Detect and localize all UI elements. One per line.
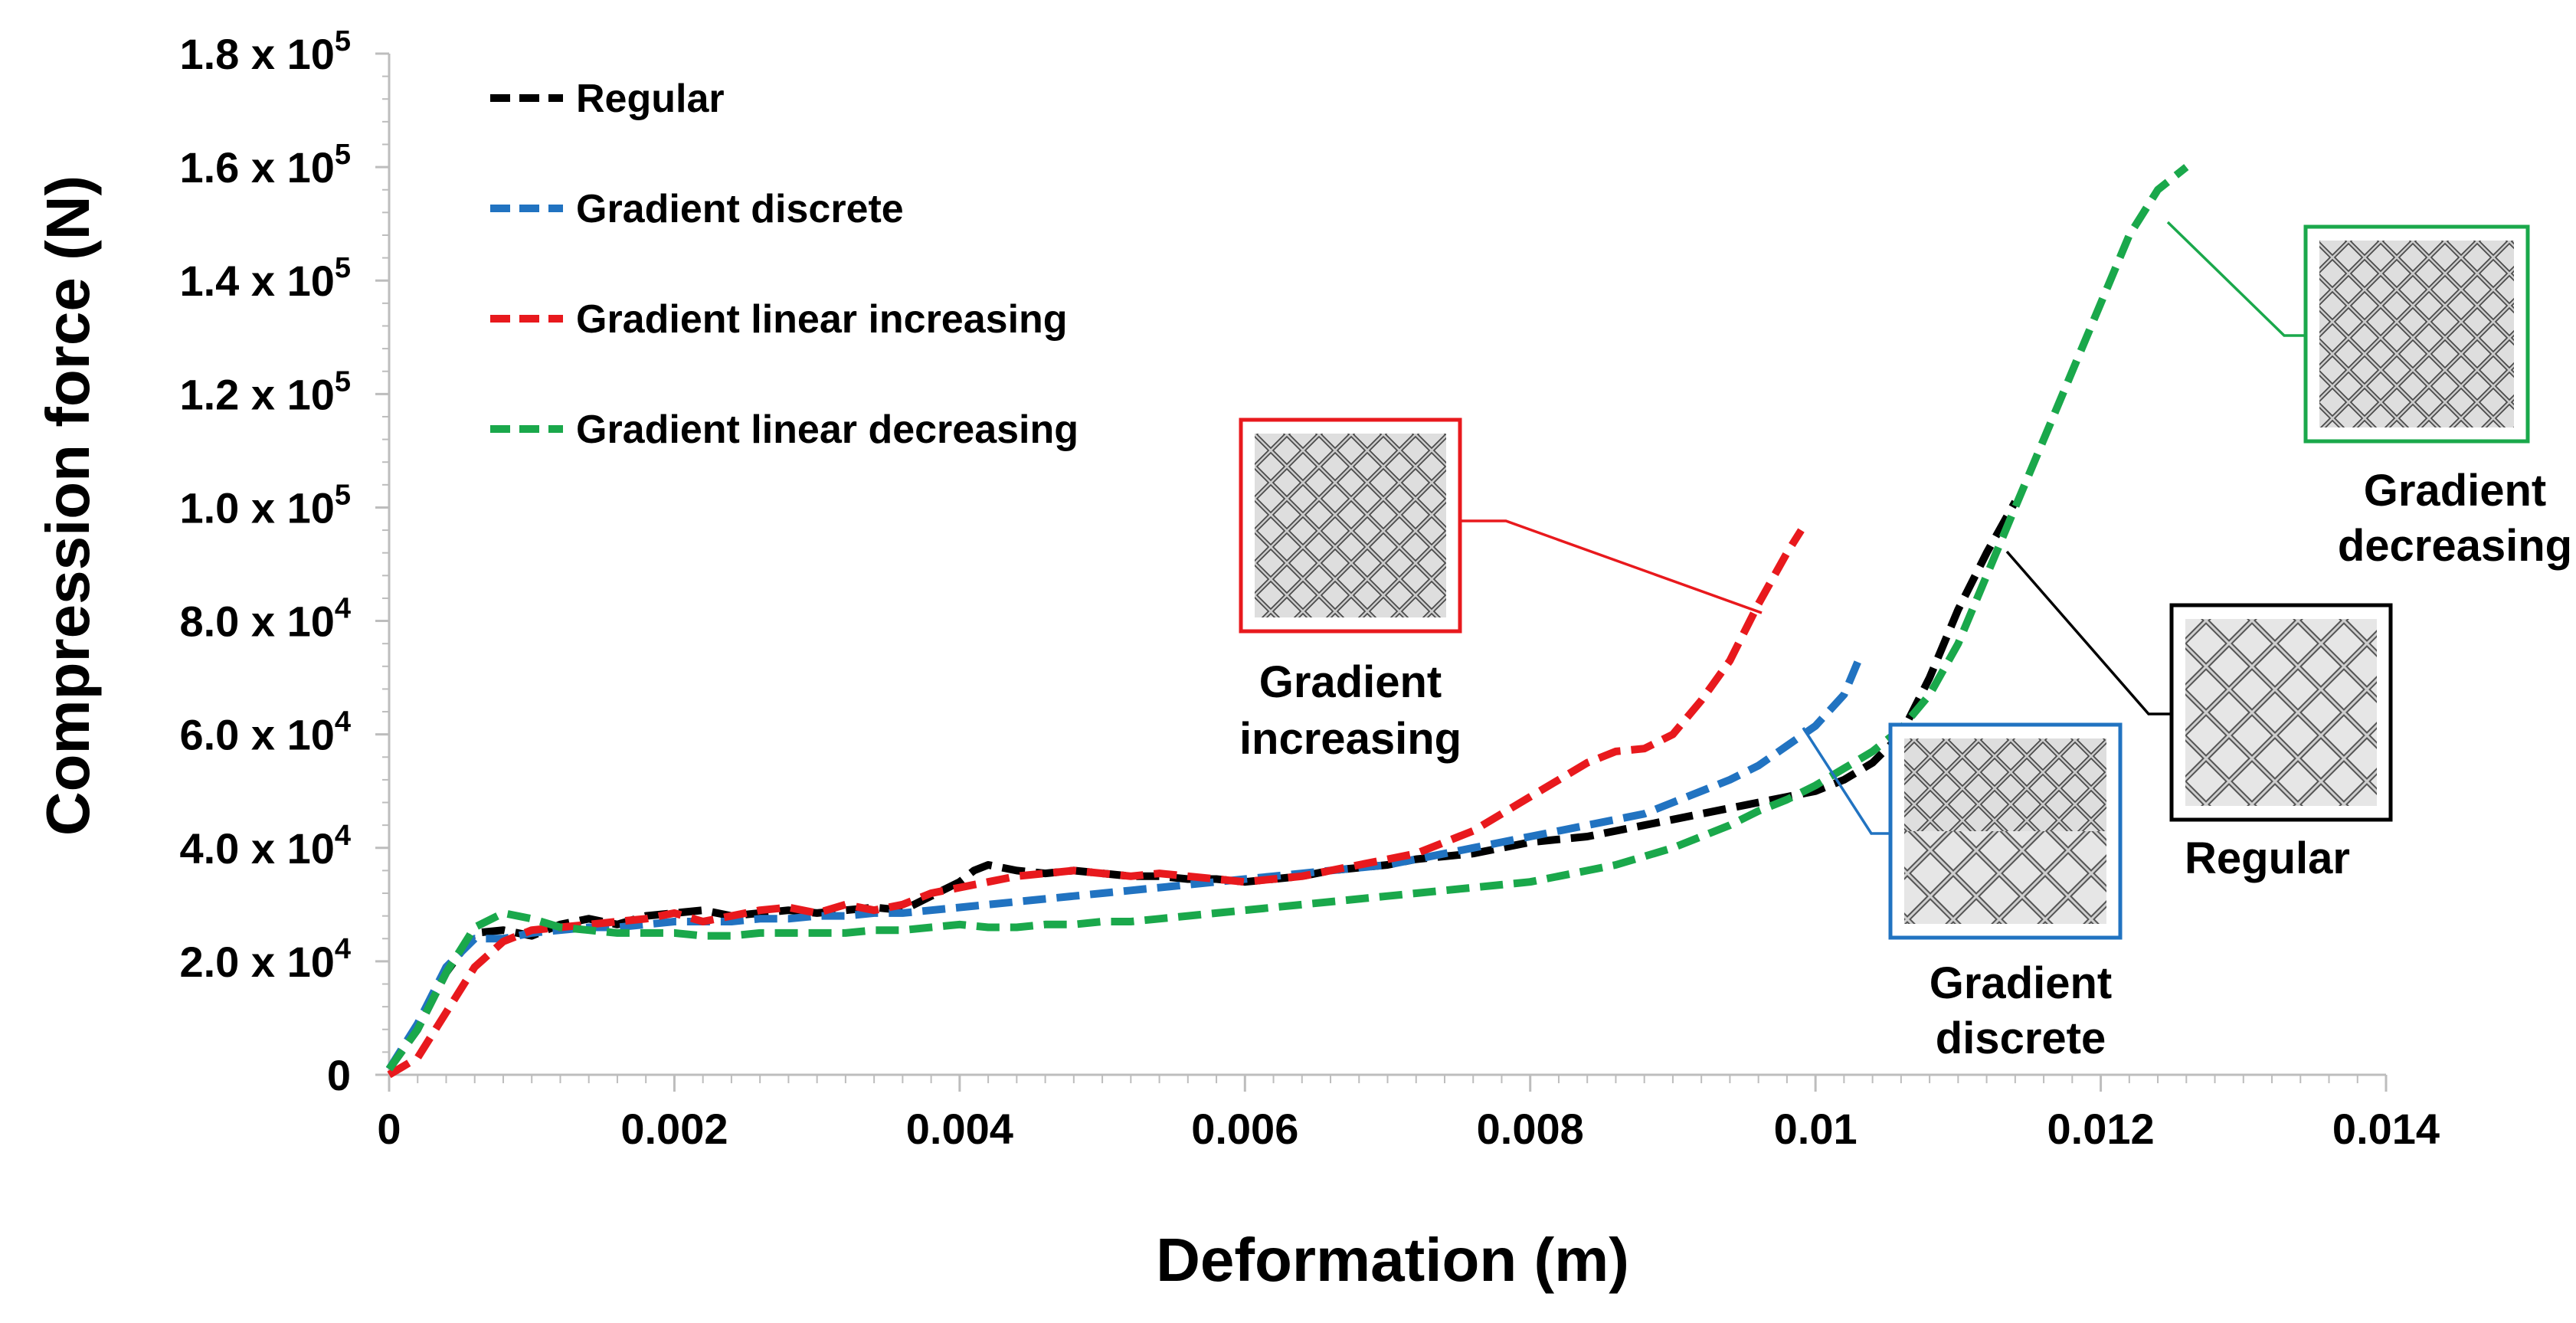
y-tick-mantissa: 0 <box>327 1051 351 1099</box>
y-tick-label: 1.4 x 105 <box>179 252 351 305</box>
legend-label: Gradient linear increasing <box>576 297 1068 342</box>
inset-increasing: Gradient increasing <box>1239 418 1763 764</box>
inset-leader-line <box>2005 550 2172 716</box>
x-tick-label: 0.014 <box>2332 1105 2440 1153</box>
y-tick-mantissa: 1.4 x 10 <box>179 257 334 305</box>
x-tick-label: 0.012 <box>2047 1105 2155 1153</box>
x-tick-label: 0 <box>377 1105 401 1153</box>
y-tick-exponent: 5 <box>335 25 351 57</box>
y-tick-label: 0 <box>327 1051 351 1099</box>
y-tick-label: 1.8 x 105 <box>179 25 351 78</box>
inset-leader-line <box>2166 221 2306 337</box>
legend-label: Gradient discrete <box>576 187 904 231</box>
y-tick-exponent: 5 <box>335 252 351 284</box>
y-tick-mantissa: 8.0 x 10 <box>179 598 334 646</box>
lattice-image <box>2185 619 2377 806</box>
y-tick-exponent: 5 <box>335 365 351 398</box>
inset-label: Gradient <box>1930 958 2113 1008</box>
y-tick-label: 8.0 x 104 <box>179 593 351 646</box>
y-tick-mantissa: 1.0 x 10 <box>179 483 334 532</box>
inset-label: Regular <box>2185 833 2350 883</box>
y-tick-exponent: 4 <box>335 706 351 738</box>
inset-label: discrete <box>1936 1014 2106 1063</box>
inset-leader-line <box>1460 519 1763 614</box>
series-line <box>385 164 2189 1072</box>
x-tick-label: 0.01 <box>1774 1105 1858 1153</box>
legend-label: Gradient linear decreasing <box>576 408 1079 452</box>
inset-label: decreasing <box>2338 521 2572 571</box>
lattice-image <box>2319 241 2514 427</box>
lattice-image <box>1255 434 1446 617</box>
series-layer <box>385 164 2189 1079</box>
x-tick-label: 0.006 <box>1191 1105 1298 1153</box>
y-tick-mantissa: 1.2 x 10 <box>179 370 334 418</box>
x-tick-label: 0.004 <box>906 1105 1013 1153</box>
y-tick-label: 1.6 x 105 <box>179 139 351 192</box>
x-tick-label: 0.008 <box>1477 1105 1584 1153</box>
lattice-image <box>1904 831 2106 924</box>
y-tick-label: 2.0 x 104 <box>179 933 351 986</box>
y-tick-exponent: 4 <box>335 933 351 965</box>
x-axis-ticks: 0 0.002 0.004 0.006 0.008 0.01 0.012 0.014 <box>377 1075 2440 1153</box>
inset-label: Gradient <box>2364 466 2547 516</box>
y-tick-mantissa: 4.0 x 10 <box>179 824 334 873</box>
y-tick-exponent: 5 <box>335 139 351 171</box>
legend-label: Regular <box>576 77 725 121</box>
inset-label: increasing <box>1239 714 1461 764</box>
y-tick-exponent: 5 <box>335 479 351 511</box>
series-line <box>387 528 1805 1079</box>
y-tick-exponent: 4 <box>335 593 351 625</box>
y-tick-mantissa: 1.6 x 10 <box>179 143 334 192</box>
x-axis-title: Deformation (m) <box>1156 1226 1629 1294</box>
y-tick-exponent: 4 <box>335 820 351 852</box>
legend: Regular Gradient discrete Gradient linear … <box>490 77 1079 452</box>
y-tick-label: 1.2 x 105 <box>179 365 351 418</box>
inset-label: Gradient <box>1259 657 1442 707</box>
y-tick-label: 6.0 x 104 <box>179 706 351 759</box>
inset-leader-line <box>1802 727 1890 835</box>
x-tick-label: 0.002 <box>620 1105 728 1153</box>
y-axis-title: Compression force (N) <box>34 175 102 836</box>
y-tick-mantissa: 6.0 x 10 <box>179 711 334 759</box>
y-tick-label: 1.0 x 105 <box>179 479 351 532</box>
series-line <box>385 659 1862 1072</box>
insets-layer: Gradient increasing Gradient discrete Regula… <box>1239 221 2572 1063</box>
inset-regular: Regular <box>2005 550 2393 883</box>
y-tick-label: 4.0 x 104 <box>179 820 351 873</box>
lattice-image <box>1904 738 2106 831</box>
y-tick-mantissa: 1.8 x 10 <box>179 30 334 78</box>
y-tick-mantissa: 2.0 x 10 <box>179 938 334 986</box>
inset-discrete: Gradient discrete <box>1802 722 2123 1063</box>
